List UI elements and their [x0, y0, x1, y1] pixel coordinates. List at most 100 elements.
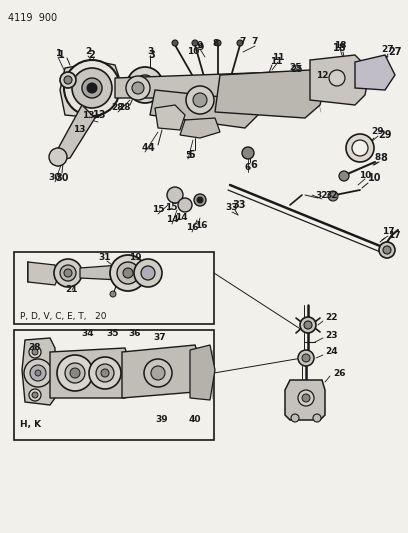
Bar: [14, 330, 214, 440]
Text: 17: 17: [388, 230, 401, 239]
Circle shape: [346, 134, 374, 162]
Text: 5: 5: [188, 150, 195, 160]
Text: 12: 12: [316, 70, 328, 79]
Text: 25: 25: [289, 63, 301, 72]
Polygon shape: [60, 62, 120, 118]
Circle shape: [127, 67, 163, 103]
Circle shape: [302, 354, 310, 362]
Text: H, K: H, K: [20, 421, 41, 430]
Text: 2: 2: [85, 47, 91, 56]
Circle shape: [172, 40, 178, 46]
Circle shape: [54, 259, 82, 287]
Text: 11: 11: [272, 53, 284, 62]
Text: 33: 33: [226, 204, 238, 213]
Text: 23: 23: [325, 330, 337, 340]
Text: 40: 40: [189, 416, 201, 424]
Circle shape: [383, 246, 391, 254]
Text: 9: 9: [197, 41, 203, 50]
Text: 9: 9: [198, 44, 204, 52]
Text: 1: 1: [55, 49, 61, 58]
Circle shape: [379, 242, 395, 258]
Text: 34: 34: [82, 328, 94, 337]
Text: 6: 6: [250, 160, 257, 170]
Polygon shape: [285, 380, 325, 420]
Circle shape: [300, 317, 316, 333]
Circle shape: [192, 40, 198, 46]
Circle shape: [57, 355, 93, 391]
Text: 29: 29: [378, 130, 392, 140]
Circle shape: [87, 83, 97, 93]
Text: 28: 28: [112, 103, 124, 112]
Text: 11: 11: [270, 58, 282, 67]
Polygon shape: [155, 105, 185, 130]
Text: 26: 26: [333, 368, 346, 377]
Text: 25: 25: [290, 66, 302, 75]
Circle shape: [352, 140, 368, 156]
Circle shape: [70, 368, 80, 378]
Circle shape: [110, 255, 146, 291]
Text: 38: 38: [28, 343, 40, 352]
Circle shape: [302, 394, 310, 402]
Circle shape: [141, 266, 155, 280]
Polygon shape: [310, 55, 370, 105]
Text: 36: 36: [129, 328, 141, 337]
Circle shape: [313, 414, 321, 422]
Circle shape: [29, 389, 41, 401]
Text: 17: 17: [382, 228, 394, 237]
Text: 3: 3: [148, 50, 155, 60]
Text: 4119  900: 4119 900: [8, 13, 57, 23]
Text: 31: 31: [99, 254, 111, 262]
Circle shape: [298, 390, 314, 406]
Text: 37: 37: [154, 333, 166, 342]
Circle shape: [24, 359, 52, 387]
Text: 15: 15: [165, 204, 177, 213]
Text: 16: 16: [195, 221, 208, 230]
Circle shape: [72, 68, 112, 108]
Circle shape: [89, 357, 121, 389]
Text: 24: 24: [325, 348, 338, 357]
Circle shape: [298, 350, 314, 366]
Text: 13: 13: [93, 110, 106, 120]
Circle shape: [178, 198, 192, 212]
Circle shape: [82, 78, 102, 98]
Circle shape: [328, 191, 338, 201]
Text: 33: 33: [232, 200, 246, 210]
Text: 7: 7: [252, 37, 258, 46]
Circle shape: [32, 392, 38, 398]
Circle shape: [117, 262, 139, 284]
Circle shape: [132, 82, 144, 94]
Text: 4: 4: [142, 143, 148, 152]
Text: 3: 3: [147, 46, 153, 55]
Polygon shape: [355, 55, 395, 90]
Text: 6: 6: [245, 164, 251, 173]
Text: 2: 2: [88, 50, 95, 60]
Circle shape: [64, 76, 72, 84]
Polygon shape: [55, 105, 95, 160]
Polygon shape: [115, 72, 285, 98]
Circle shape: [123, 268, 133, 278]
Text: 18: 18: [334, 41, 346, 50]
Circle shape: [151, 366, 165, 380]
Text: 15: 15: [152, 206, 164, 214]
Circle shape: [237, 40, 243, 46]
Polygon shape: [190, 345, 215, 400]
Polygon shape: [22, 338, 55, 405]
Text: 19: 19: [129, 254, 141, 262]
Circle shape: [64, 60, 120, 116]
Text: 1: 1: [58, 50, 65, 60]
Polygon shape: [28, 262, 58, 285]
Text: 28: 28: [118, 103, 131, 112]
Circle shape: [29, 346, 41, 358]
Text: 13: 13: [82, 110, 94, 119]
Text: 39: 39: [156, 416, 169, 424]
Polygon shape: [122, 345, 200, 398]
Circle shape: [215, 40, 221, 46]
Text: P, D, V, C, E, T,   20: P, D, V, C, E, T, 20: [20, 311, 106, 320]
Text: 27: 27: [388, 47, 401, 57]
Circle shape: [60, 72, 76, 88]
Text: 29: 29: [372, 127, 384, 136]
Circle shape: [140, 80, 150, 90]
Text: 7: 7: [240, 37, 246, 46]
Text: 10: 10: [359, 171, 371, 180]
Circle shape: [96, 364, 114, 382]
